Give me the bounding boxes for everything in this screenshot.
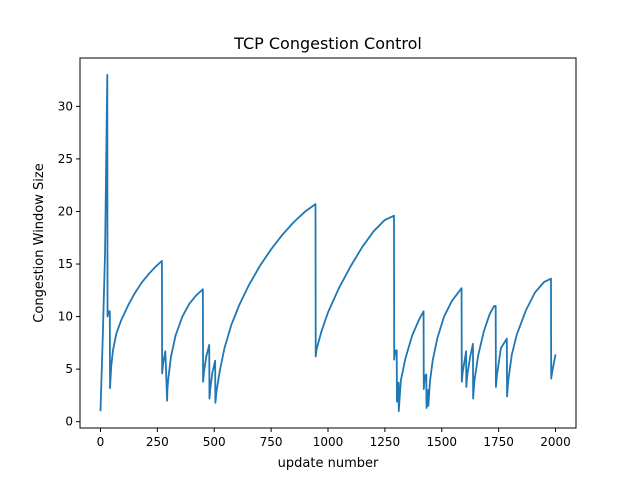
- x-axis-label: update number: [278, 456, 379, 471]
- x-tick-label: 1000: [313, 435, 344, 449]
- data-series: [99, 73, 557, 413]
- x-tick-label: 2000: [540, 435, 571, 449]
- series-line-0: [99, 73, 557, 413]
- x-tick-label: 250: [146, 435, 169, 449]
- axis-ticks: 0 250 500 750 1000 1250 1500 1750 2000 0 5 10 15 20 25…: [58, 99, 571, 449]
- y-tick-label: 25: [58, 152, 73, 166]
- x-tick-label: 0: [97, 435, 105, 449]
- chart-title: TCP Congestion Control: [233, 34, 422, 53]
- x-tick-label: 750: [260, 435, 283, 449]
- axes-frame: [79, 57, 577, 429]
- y-tick-label: 20: [58, 204, 73, 218]
- y-tick-label: 30: [58, 99, 73, 113]
- y-tick-label: 15: [58, 257, 73, 271]
- x-tick-label: 1250: [370, 435, 401, 449]
- y-tick-label: 10: [58, 310, 73, 324]
- y-axis-label: Congestion Window Size: [32, 163, 47, 322]
- y-tick-label: 5: [65, 362, 73, 376]
- x-tick-label: 1750: [483, 435, 514, 449]
- x-tick-label: 1500: [426, 435, 457, 449]
- x-tick-label: 500: [203, 435, 226, 449]
- y-tick-label: 0: [65, 415, 73, 429]
